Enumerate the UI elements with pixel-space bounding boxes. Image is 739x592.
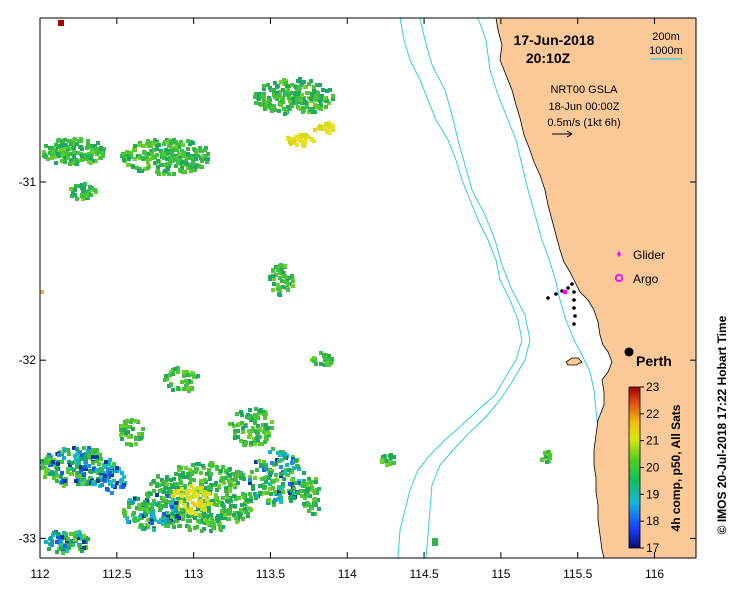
- x-tick-label: 112: [30, 567, 49, 581]
- velocity-scale-arrow-icon: [552, 130, 573, 138]
- isobath-1000m-line: [397, 18, 523, 558]
- x-tick-label: 114: [338, 567, 357, 581]
- x-tick-label: 113: [184, 567, 203, 581]
- colorbar-tick-label: 21: [646, 434, 660, 448]
- rottnest-island: [565, 357, 583, 366]
- colorbar-ticks: 17 18 19 20 21 22 23: [640, 380, 660, 555]
- argo-legend-icon: [614, 273, 624, 283]
- y-tick-label: -32: [19, 353, 37, 367]
- sst-patches: [40, 20, 552, 555]
- colorbar-tick-label: 18: [646, 514, 660, 528]
- map-plot-area: [40, 18, 696, 558]
- gsla-scale-label: 0.5m/s (1kt 6h): [547, 117, 620, 129]
- australia-land: [495, 18, 696, 558]
- x-tick-label: 113.5: [256, 567, 285, 581]
- glider-legend-label: Glider: [633, 248, 665, 262]
- gsla-date-label: 18-Jun 00:00Z: [549, 101, 620, 113]
- colorbar-tick-label: 17: [646, 541, 660, 555]
- map-frame: [39, 17, 697, 559]
- perth-label: Perth: [636, 353, 672, 369]
- colorbar-tick-label: 19: [646, 487, 660, 501]
- x-tick-label: 115: [491, 567, 510, 581]
- gsla-product-label: NRT00 GSLA: [550, 84, 618, 96]
- glider-position-marker: [562, 289, 568, 295]
- x-tick-label: 115.5: [563, 567, 592, 581]
- isobath-1000m-label: 1000m: [649, 45, 683, 57]
- glider-legend-icon: [617, 251, 621, 257]
- x-tick-label: 112.5: [102, 567, 131, 581]
- x-tick-label: 114.5: [410, 567, 439, 581]
- colorbar-label: 4h comp, p50, All Sats: [669, 404, 683, 531]
- glider-track: [546, 282, 577, 326]
- date-label: 17-Jun-2018: [514, 32, 595, 48]
- colorbar: 17 18 19 20 21 22 23 4h comp, p50, All Sats: [628, 380, 683, 555]
- colorbar-tick-label: 23: [646, 380, 660, 394]
- x-axis-ticks: 112 112.5 113 113.5 114 114.5 115 115.5 116: [30, 18, 664, 581]
- x-tick-label: 116: [645, 567, 664, 581]
- argo-legend-label: Argo: [633, 272, 659, 286]
- y-axis-ticks: -31 -32 -33: [19, 175, 696, 545]
- isobath-3000m-line: [419, 18, 531, 558]
- colorbar-gradient: [628, 386, 641, 549]
- colorbar-tick-label: 20: [646, 461, 660, 475]
- credit-label: © IMOS 20-Jul-2018 17:22 Hobart Time: [715, 315, 729, 534]
- y-tick-label: -33: [19, 531, 37, 545]
- colorbar-tick-label: 22: [646, 407, 660, 421]
- perth-marker: [624, 347, 634, 357]
- y-tick-label: -31: [19, 175, 37, 189]
- time-label: 20:10Z: [526, 50, 571, 66]
- isobath-200m-label: 200m: [652, 31, 680, 43]
